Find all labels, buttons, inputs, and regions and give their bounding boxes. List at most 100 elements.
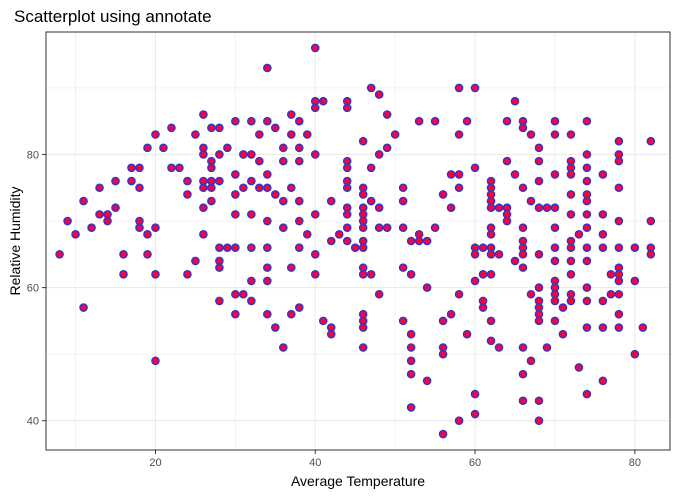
- data-point: [294, 143, 304, 153]
- data-point: [358, 243, 368, 252]
- data-point: [199, 230, 208, 239]
- data-point: [414, 116, 424, 126]
- data-point: [159, 143, 168, 153]
- data-point: [574, 363, 584, 372]
- data-point: [422, 283, 432, 292]
- data-point: [614, 216, 624, 226]
- data-point: [550, 243, 560, 252]
- data-point: [566, 170, 576, 179]
- x-tick-label: 20: [149, 457, 161, 469]
- data-point: [638, 323, 648, 332]
- data-point: [502, 216, 512, 226]
- data-point: [231, 116, 240, 126]
- data-point: [310, 210, 320, 219]
- data-point: [231, 170, 240, 179]
- data-point: [598, 170, 608, 179]
- data-point: [286, 263, 296, 272]
- data-point: [278, 196, 288, 206]
- data-point: [582, 176, 592, 186]
- data-point: [215, 243, 224, 252]
- data-point: [231, 309, 240, 319]
- data-point: [310, 269, 320, 279]
- y-tick-label: 60: [27, 283, 39, 295]
- data-point: [542, 203, 552, 213]
- data-point: [422, 236, 432, 246]
- data-point: [294, 196, 304, 206]
- data-point: [199, 203, 208, 213]
- data-point: [550, 223, 560, 232]
- data-point: [422, 376, 432, 386]
- data-point: [318, 316, 328, 326]
- data-point: [582, 210, 592, 219]
- data-point: [366, 163, 376, 173]
- data-point: [294, 216, 304, 226]
- data-point: [183, 176, 192, 186]
- data-point: [614, 136, 624, 146]
- data-point: [247, 243, 256, 252]
- data-point: [550, 316, 560, 326]
- data-point: [135, 183, 144, 193]
- data-point: [398, 196, 408, 206]
- data-point: [470, 163, 480, 173]
- data-point: [566, 210, 576, 219]
- data-point: [606, 289, 616, 299]
- data-point: [486, 203, 496, 213]
- data-point: [406, 403, 416, 412]
- data-point: [598, 323, 608, 332]
- data-point: [462, 329, 472, 339]
- data-point: [318, 96, 328, 106]
- data-point: [486, 230, 496, 239]
- data-point: [598, 376, 608, 386]
- data-point: [247, 116, 256, 126]
- data-point: [486, 269, 496, 279]
- data-point: [486, 336, 496, 346]
- data-point: [494, 203, 504, 213]
- data-point: [558, 303, 568, 312]
- data-point: [598, 210, 608, 219]
- data-point: [526, 196, 536, 206]
- data-point: [135, 223, 144, 232]
- data-point: [215, 150, 224, 159]
- x-tick-label: 40: [309, 457, 321, 469]
- data-point: [263, 309, 272, 319]
- data-point: [398, 223, 408, 232]
- data-point: [630, 349, 640, 359]
- data-point: [614, 309, 624, 319]
- data-point: [446, 170, 456, 179]
- data-point: [151, 223, 160, 232]
- data-point: [566, 296, 576, 306]
- data-point: [550, 116, 560, 126]
- data-point: [534, 176, 544, 186]
- data-point: [326, 196, 336, 206]
- data-point: [111, 203, 120, 213]
- data-point: [582, 163, 592, 173]
- data-point: [247, 296, 256, 306]
- grid-lines: [46, 32, 670, 450]
- data-point: [534, 283, 544, 292]
- data-point: [151, 356, 160, 366]
- data-point: [263, 243, 272, 252]
- data-point: [207, 163, 216, 173]
- data-point: [374, 203, 384, 213]
- data-point: [326, 236, 336, 246]
- data-point: [207, 196, 216, 206]
- data-point: [342, 236, 352, 246]
- data-point: [231, 190, 240, 199]
- data-point: [366, 196, 376, 206]
- chart-title: Scatterplot using annotate: [14, 7, 212, 26]
- data-point: [231, 289, 240, 299]
- data-point: [183, 190, 192, 199]
- data-point: [598, 243, 608, 252]
- data-point: [342, 103, 352, 113]
- data-point: [294, 156, 304, 166]
- data-point: [454, 416, 464, 426]
- data-point: [302, 130, 312, 139]
- data-point: [486, 316, 496, 326]
- data-point: [247, 150, 256, 159]
- data-point: [430, 116, 440, 126]
- data-point: [534, 143, 544, 153]
- data-point: [215, 123, 224, 133]
- data-point: [566, 243, 576, 252]
- data-point: [247, 176, 256, 186]
- data-point: [550, 203, 560, 213]
